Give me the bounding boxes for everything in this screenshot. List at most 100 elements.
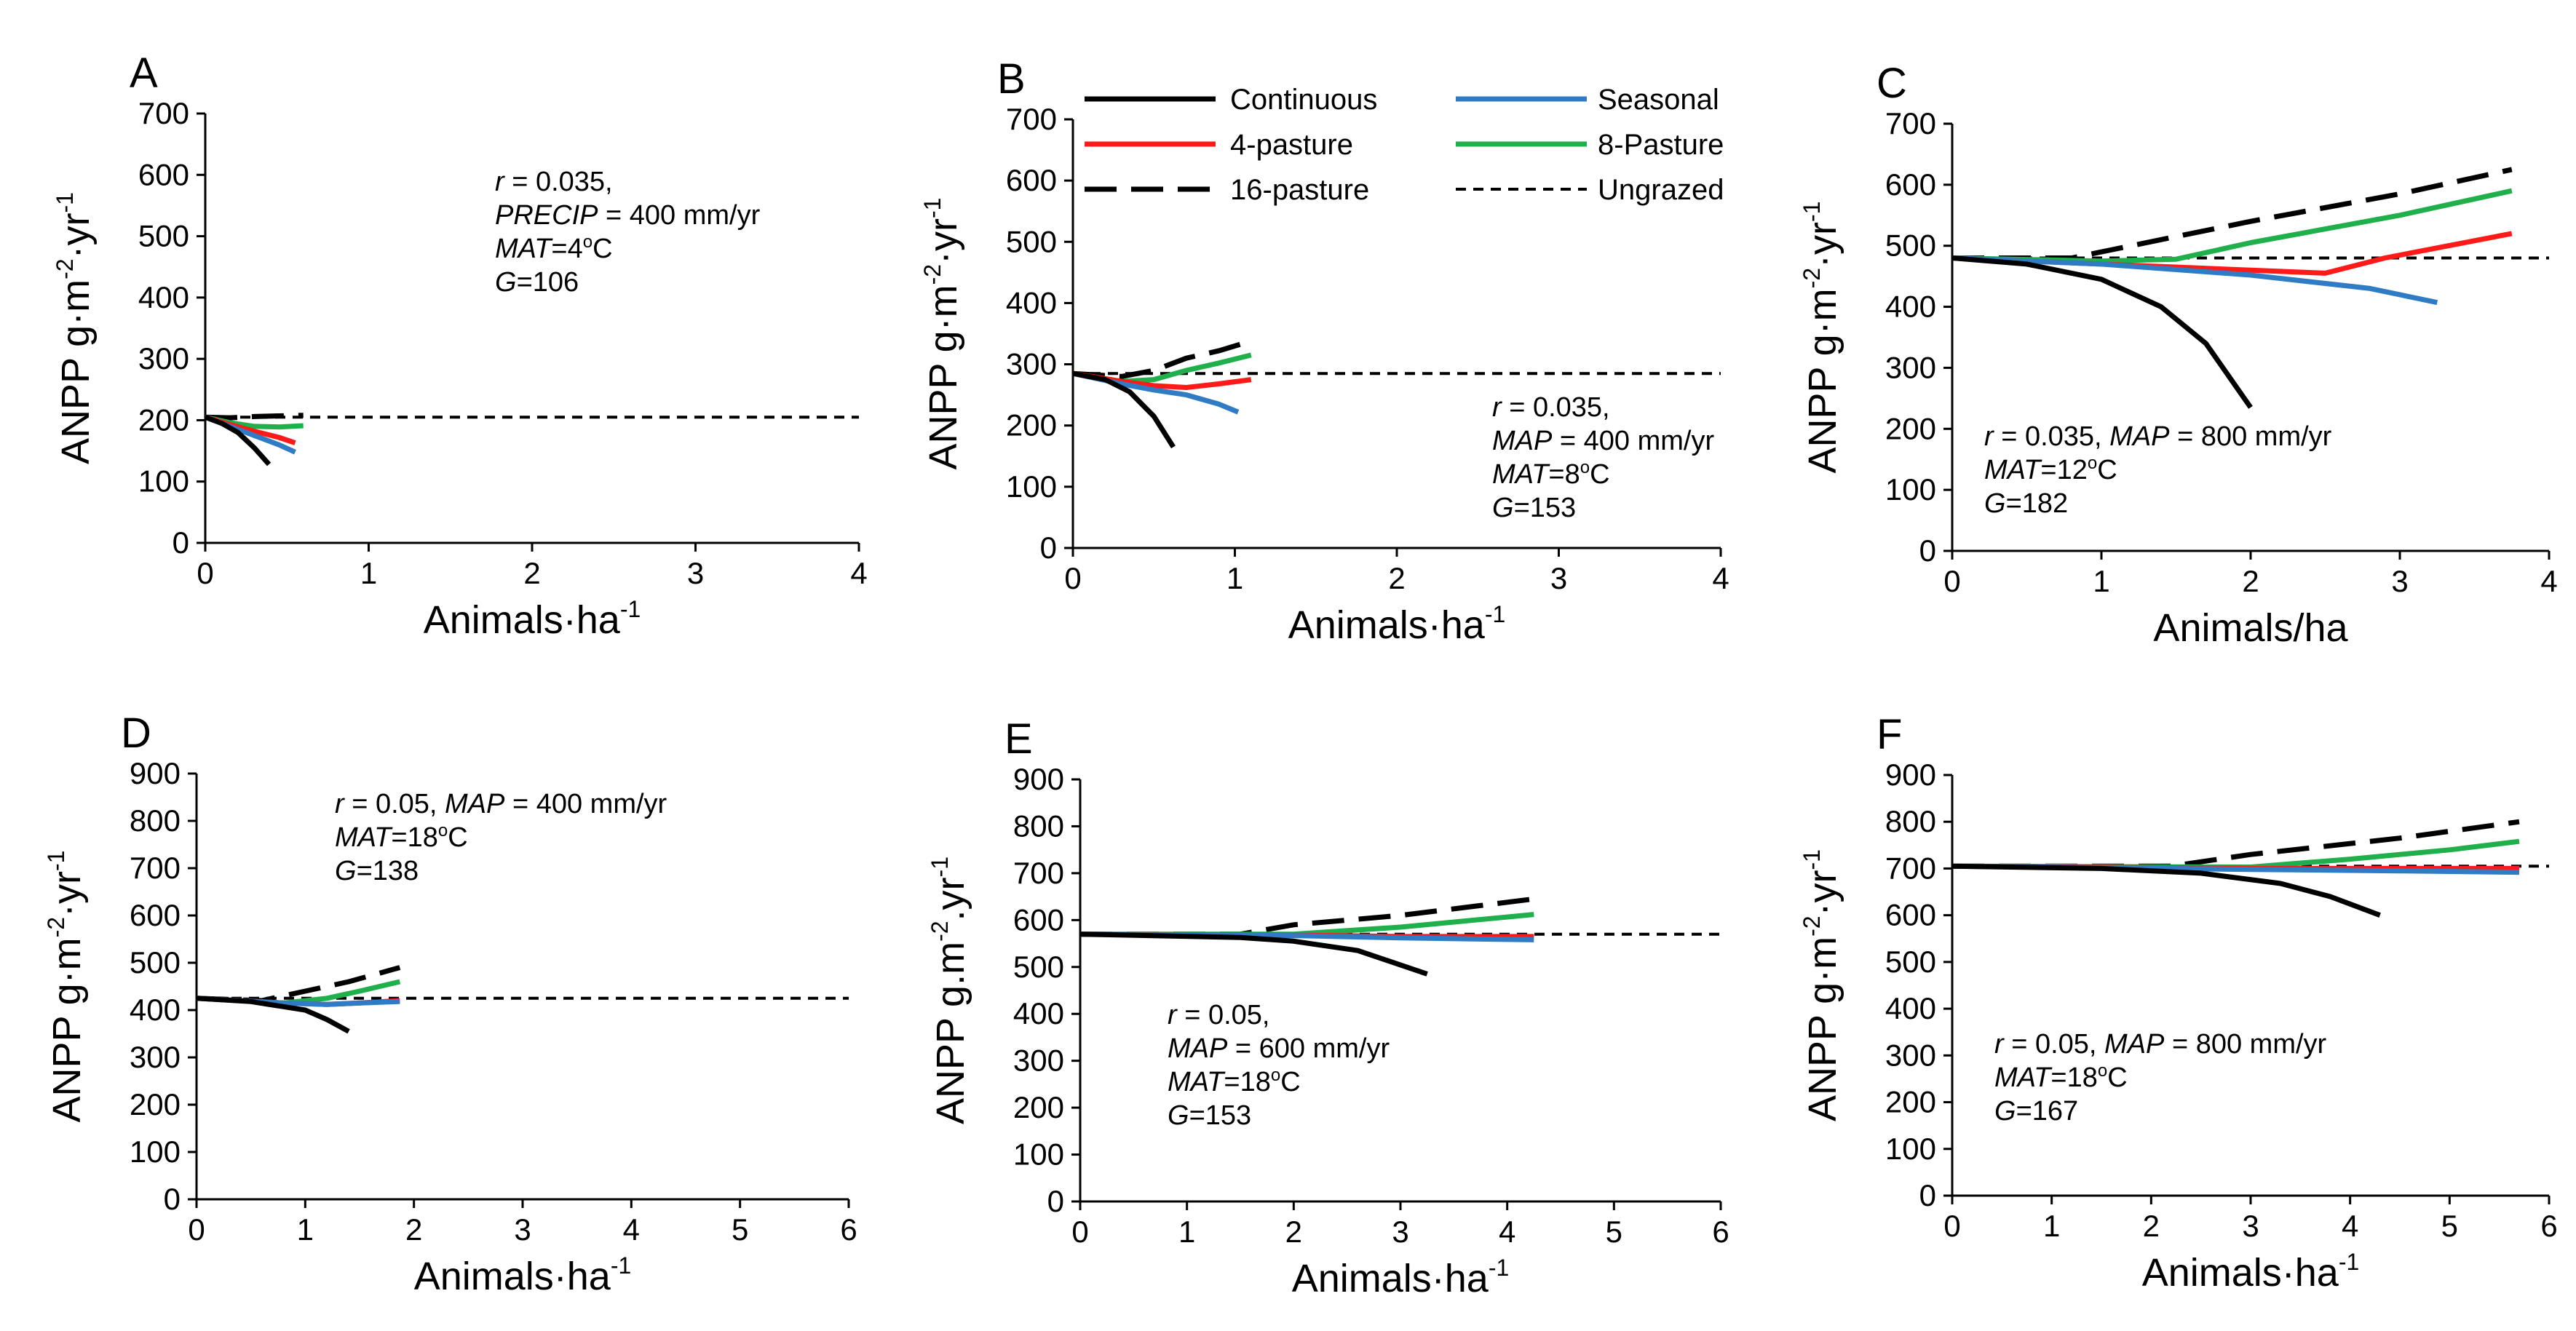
y-label-main: ANPP g bbox=[1801, 982, 1844, 1121]
x-label-main: Animals bbox=[424, 598, 563, 642]
x-label-sup: -1 bbox=[620, 596, 641, 622]
y-tick-label: 700 bbox=[1885, 106, 1936, 140]
y-tick-label: 300 bbox=[138, 341, 189, 376]
x-tick-label: 0 bbox=[188, 1212, 205, 1247]
annotation-value: =153 bbox=[1514, 493, 1577, 523]
y-tick-label: 0 bbox=[1919, 1178, 1936, 1212]
annotation-unit: C bbox=[2097, 455, 2117, 485]
x-label-ha: ha bbox=[567, 1255, 611, 1298]
series-line-continuous bbox=[1951, 255, 2253, 409]
y-tick-label: 400 bbox=[1006, 285, 1057, 319]
x-label-ha: ha bbox=[1445, 1257, 1489, 1300]
x-tick-label: 4 bbox=[1499, 1215, 1515, 1249]
y-label-sup: -1 bbox=[927, 857, 953, 877]
y-tick-label: 0 bbox=[1040, 531, 1057, 565]
y-label-sup: -2 bbox=[1799, 268, 1825, 288]
panel-letter: E bbox=[1004, 715, 1033, 763]
y-tick-label: 300 bbox=[1013, 1044, 1064, 1078]
annotation-line: MAT=4oC bbox=[495, 232, 613, 264]
annotation-line: MAT=18oC bbox=[1168, 1065, 1301, 1097]
annotation-value: =18 bbox=[2050, 1062, 2097, 1093]
x-tick-label: 3 bbox=[687, 556, 704, 590]
annotation-value: =182 bbox=[2006, 488, 2069, 519]
x-label-dot: · bbox=[563, 598, 576, 642]
x-tick-label: 4 bbox=[1712, 561, 1729, 595]
annotation-var: G bbox=[495, 267, 517, 298]
series-line-seasonal bbox=[1951, 255, 2438, 306]
x-label-main: Animals bbox=[1292, 1257, 1432, 1300]
annotation-value: = 0.035, bbox=[1994, 421, 2110, 452]
annotation-value: =12 bbox=[2040, 455, 2087, 485]
x-tick-label: 0 bbox=[1071, 1215, 1088, 1249]
annotation-var: r bbox=[335, 789, 345, 819]
degree-symbol: o bbox=[2088, 453, 2097, 473]
series-line-continuous bbox=[204, 414, 272, 466]
legend-label-p8: 8-Pasture bbox=[1598, 129, 1724, 161]
annotation-line: G=138 bbox=[335, 856, 419, 886]
annotation-value: = 0.05, bbox=[344, 789, 445, 819]
y-tick-label: 600 bbox=[130, 898, 181, 932]
annotation-var: MAP bbox=[445, 789, 505, 819]
y-label-sup: -1 bbox=[1799, 202, 1825, 222]
y-label-sup: -1 bbox=[919, 198, 946, 218]
y-tick-label: 900 bbox=[1885, 758, 1936, 792]
annotation-unit: C bbox=[448, 822, 467, 853]
x-tick-label: 4 bbox=[623, 1212, 640, 1247]
x-label-sup: -1 bbox=[1489, 1255, 1509, 1281]
legend-label-p16: 16-pasture bbox=[1230, 174, 1369, 206]
x-label-sup: -1 bbox=[611, 1252, 631, 1279]
y-tick-label: 400 bbox=[1885, 991, 1936, 1025]
annotation-unit: C bbox=[2107, 1062, 2127, 1093]
y-tick-label: 300 bbox=[1885, 1038, 1936, 1072]
y-label-m: m bbox=[1801, 288, 1844, 321]
x-tick-label: 2 bbox=[1285, 1215, 1302, 1249]
annotation-var: MAT bbox=[1984, 455, 2042, 485]
y-label-m: m bbox=[929, 942, 972, 974]
series-line-continuous bbox=[1079, 931, 1428, 977]
x-label-main: Animals bbox=[414, 1255, 554, 1298]
y-tick-label: 400 bbox=[138, 280, 189, 314]
x-tick-label: 1 bbox=[360, 556, 377, 590]
y-label-yr: yr bbox=[1801, 870, 1844, 902]
annotation-var: MAT bbox=[495, 234, 553, 264]
annotation-value: = 0.035, bbox=[504, 167, 613, 197]
y-tick-label: 600 bbox=[1885, 898, 1936, 932]
annotation-line: MAP = 400 mm/yr bbox=[1492, 426, 1714, 456]
annotation-value: = 800 mm/yr bbox=[2170, 421, 2332, 452]
panel-letter: A bbox=[130, 49, 158, 97]
y-label-dot: · bbox=[54, 245, 98, 258]
y-label-main: ANPP g bbox=[1801, 334, 1844, 473]
x-tick-label: 2 bbox=[2143, 1209, 2160, 1243]
annotation-line: PRECIP = 400 mm/yr bbox=[495, 200, 761, 231]
y-label-sup: -1 bbox=[1799, 849, 1825, 870]
annotation-value: =167 bbox=[2016, 1096, 2079, 1127]
y-axis-label: ANPP g.m-2.yr-1 bbox=[927, 857, 972, 1124]
legend-label-p4: 4-pasture bbox=[1230, 129, 1353, 161]
degree-symbol: o bbox=[1580, 458, 1590, 477]
degree-symbol: o bbox=[438, 821, 448, 841]
degree-symbol: o bbox=[1271, 1065, 1280, 1085]
x-label-ha: ha bbox=[576, 598, 621, 642]
series-line-p16 bbox=[1952, 819, 2520, 869]
y-label-sup: -2 bbox=[1799, 915, 1825, 936]
y-tick-label: 900 bbox=[130, 756, 181, 790]
x-label-main: Animals bbox=[2142, 1251, 2282, 1295]
series-line-p8 bbox=[1080, 912, 1534, 937]
x-axis-label: Animals·ha-1 bbox=[2142, 1249, 2360, 1295]
annotation-line: MAT=18oC bbox=[1994, 1061, 2128, 1093]
y-label-sup: -2 bbox=[52, 258, 78, 279]
annotation-var: G bbox=[1492, 493, 1514, 523]
x-tick-label: 2 bbox=[2242, 564, 2259, 598]
y-label-dot: · bbox=[45, 904, 89, 917]
annotation-var: G bbox=[1984, 488, 2006, 519]
x-axis-label: Animals·ha-1 bbox=[414, 1252, 632, 1298]
series-line-p16 bbox=[1072, 338, 1252, 379]
x-label-ha: ha bbox=[1441, 603, 1486, 647]
x-tick-label: 3 bbox=[2391, 564, 2408, 598]
y-tick-label: 500 bbox=[1006, 224, 1057, 258]
y-tick-label: 500 bbox=[130, 945, 181, 980]
y-label-sup: -2 bbox=[919, 264, 946, 285]
y-tick-label: 0 bbox=[164, 1182, 181, 1216]
